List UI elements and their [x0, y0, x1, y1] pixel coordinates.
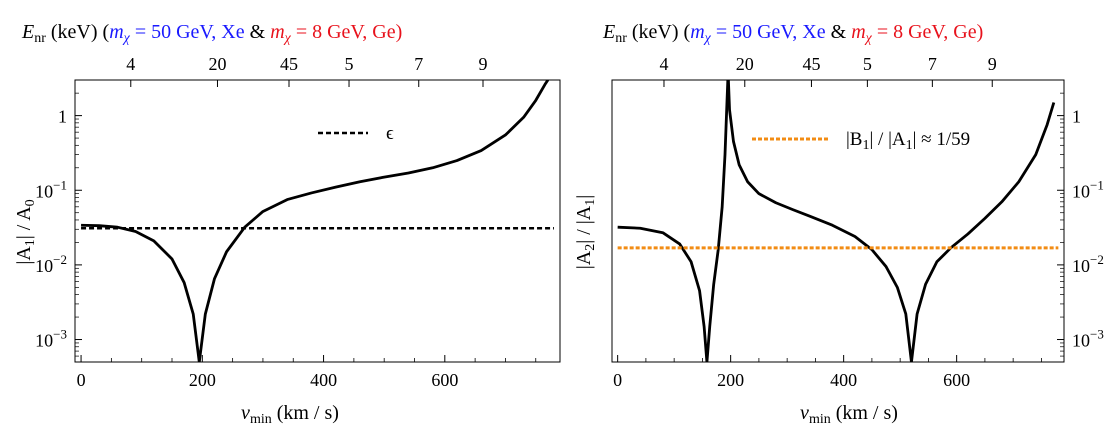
y-tick-label: 1 [1072, 107, 1081, 127]
left-legend: ϵ [318, 123, 394, 144]
right-top-title-m2: m [851, 21, 865, 43]
left-top-title-e: E [21, 21, 34, 43]
left-top-title-chi2: χ [283, 31, 292, 46]
right-top-title-kev: (keV) ( [627, 21, 691, 43]
x-tick-label: 0 [613, 370, 622, 390]
left-plot-frame [74, 79, 561, 363]
right-legend-a: |B [846, 129, 862, 150]
right-legend-sub1: 1 [862, 138, 869, 153]
left-x-title-v: v [241, 402, 250, 424]
left-x-ticks: 0 200 400 600 [77, 355, 537, 390]
top-tick-label: 45 [802, 54, 820, 74]
top-tick-label: 45 [280, 54, 298, 74]
right-top-title-chi2: χ [864, 31, 873, 46]
y-tick-label: 10−3 [35, 327, 67, 351]
left-x-title-min: min [250, 412, 272, 427]
right-y-axis-title: |A2| / |A1| [573, 195, 598, 269]
left-series [81, 80, 554, 362]
right-panel: Enr (keV) (mχ = 50 GeV, Xe & mχ = 8 GeV,… [573, 21, 1104, 427]
top-tick-label: 4 [659, 54, 668, 74]
y-tick-label: 10−1 [1072, 177, 1104, 201]
x-tick-label: 200 [189, 370, 216, 390]
left-top-axis-title: Enr (keV) (mχ = 50 GeV, Xe & mχ = 8 GeV,… [21, 21, 402, 46]
left-top-ticks: 4 20 45 5 7 9 [126, 54, 488, 87]
left-top-title-m1: m [109, 21, 123, 43]
left-ylabel-a: |A [13, 246, 35, 265]
right-legend-c: | ≈ 1/59 [913, 129, 971, 150]
series-line-1 [726, 80, 1056, 362]
left-top-title-eq1: = 50 GeV, Xe [130, 21, 245, 43]
y-tick-label: 10−2 [1072, 252, 1104, 276]
right-legend-label: |B1| / |A1| ≈ 1/59 [846, 129, 970, 153]
left-panel: Enr (keV) (mχ = 50 GeV, Xe & mχ = 8 GeV,… [13, 21, 561, 427]
left-x-title-units: (km / s) [272, 402, 339, 424]
x-tick-label: 0 [77, 370, 86, 390]
x-tick-label: 400 [830, 370, 857, 390]
right-y-ticks: 10−3 10−2 10−1 1 [1057, 79, 1104, 363]
left-ylabel-b: | / A [13, 206, 35, 239]
left-ylabel-sub1: 1 [23, 239, 38, 246]
right-top-title-m1: m [690, 21, 704, 43]
right-plot-frame [611, 79, 1065, 363]
left-top-title-chi1: χ [122, 31, 131, 46]
right-legend: |B1| / |A1| ≈ 1/59 [752, 129, 970, 153]
top-tick-label: 7 [928, 54, 937, 74]
top-tick-label: 20 [208, 54, 226, 74]
left-ylabel-sub2: 0 [23, 199, 38, 206]
right-top-title-chi1: χ [703, 31, 712, 46]
right-top-title-eq2: = 8 GeV, Ge) [872, 21, 983, 43]
right-ylabel-b: | / |A [573, 205, 595, 244]
right-top-title-amp: & [826, 21, 852, 43]
top-tick-label: 9 [479, 54, 488, 74]
right-top-title-nr: nr [615, 31, 627, 46]
x-tick-label: 600 [943, 370, 970, 390]
right-x-axis-title: vmin (km / s) [800, 402, 898, 427]
right-ylabel-sub1: 2 [583, 244, 598, 251]
top-tick-label: 7 [414, 54, 423, 74]
right-ylabel-a: |A [573, 250, 595, 269]
left-top-title-amp: & [245, 21, 271, 43]
left-top-title-nr: nr [34, 31, 46, 46]
top-tick-label: 9 [988, 54, 997, 74]
right-legend-b: | / |A [869, 129, 905, 150]
y-tick-label: 10−1 [35, 177, 67, 201]
x-tick-label: 200 [717, 370, 744, 390]
right-x-title-v: v [800, 402, 809, 424]
right-top-title-eq1: = 50 GeV, Xe [711, 21, 826, 43]
right-series [617, 80, 1059, 362]
y-tick-label: 10−2 [35, 252, 67, 276]
right-x-title-min: min [809, 412, 831, 427]
left-top-title-kev: (keV) ( [46, 21, 110, 43]
top-tick-label: 5 [345, 54, 354, 74]
y-tick-label: 10−3 [1072, 327, 1104, 351]
right-x-title-units: (km / s) [831, 402, 898, 424]
y-tick-label: 1 [58, 107, 67, 127]
right-legend-sub2: 1 [906, 138, 913, 153]
series-line-0 [617, 80, 730, 362]
x-tick-label: 600 [431, 370, 458, 390]
left-legend-label: ϵ [386, 123, 394, 144]
left-top-title-m2: m [270, 21, 284, 43]
top-tick-label: 4 [126, 54, 135, 74]
top-tick-label: 5 [863, 54, 872, 74]
x-tick-label: 400 [310, 370, 337, 390]
right-x-ticks: 0 200 400 600 [613, 355, 1042, 390]
left-y-ticks: 10−3 10−2 10−1 1 [35, 79, 82, 363]
left-y-axis-title: |A1| / A0 [13, 199, 38, 264]
left-x-axis-title: vmin (km / s) [241, 402, 339, 427]
series-line-0 [81, 80, 550, 362]
left-top-title-eq2: = 8 GeV, Ge) [291, 21, 402, 43]
top-tick-label: 20 [736, 54, 754, 74]
right-ylabel-c: | [573, 195, 595, 199]
right-top-axis-title: Enr (keV) (mχ = 50 GeV, Xe & mχ = 8 GeV,… [602, 21, 983, 46]
right-ylabel-sub2: 1 [583, 199, 598, 206]
right-top-title-e: E [602, 21, 615, 43]
right-top-ticks: 4 20 45 5 7 9 [659, 54, 997, 87]
